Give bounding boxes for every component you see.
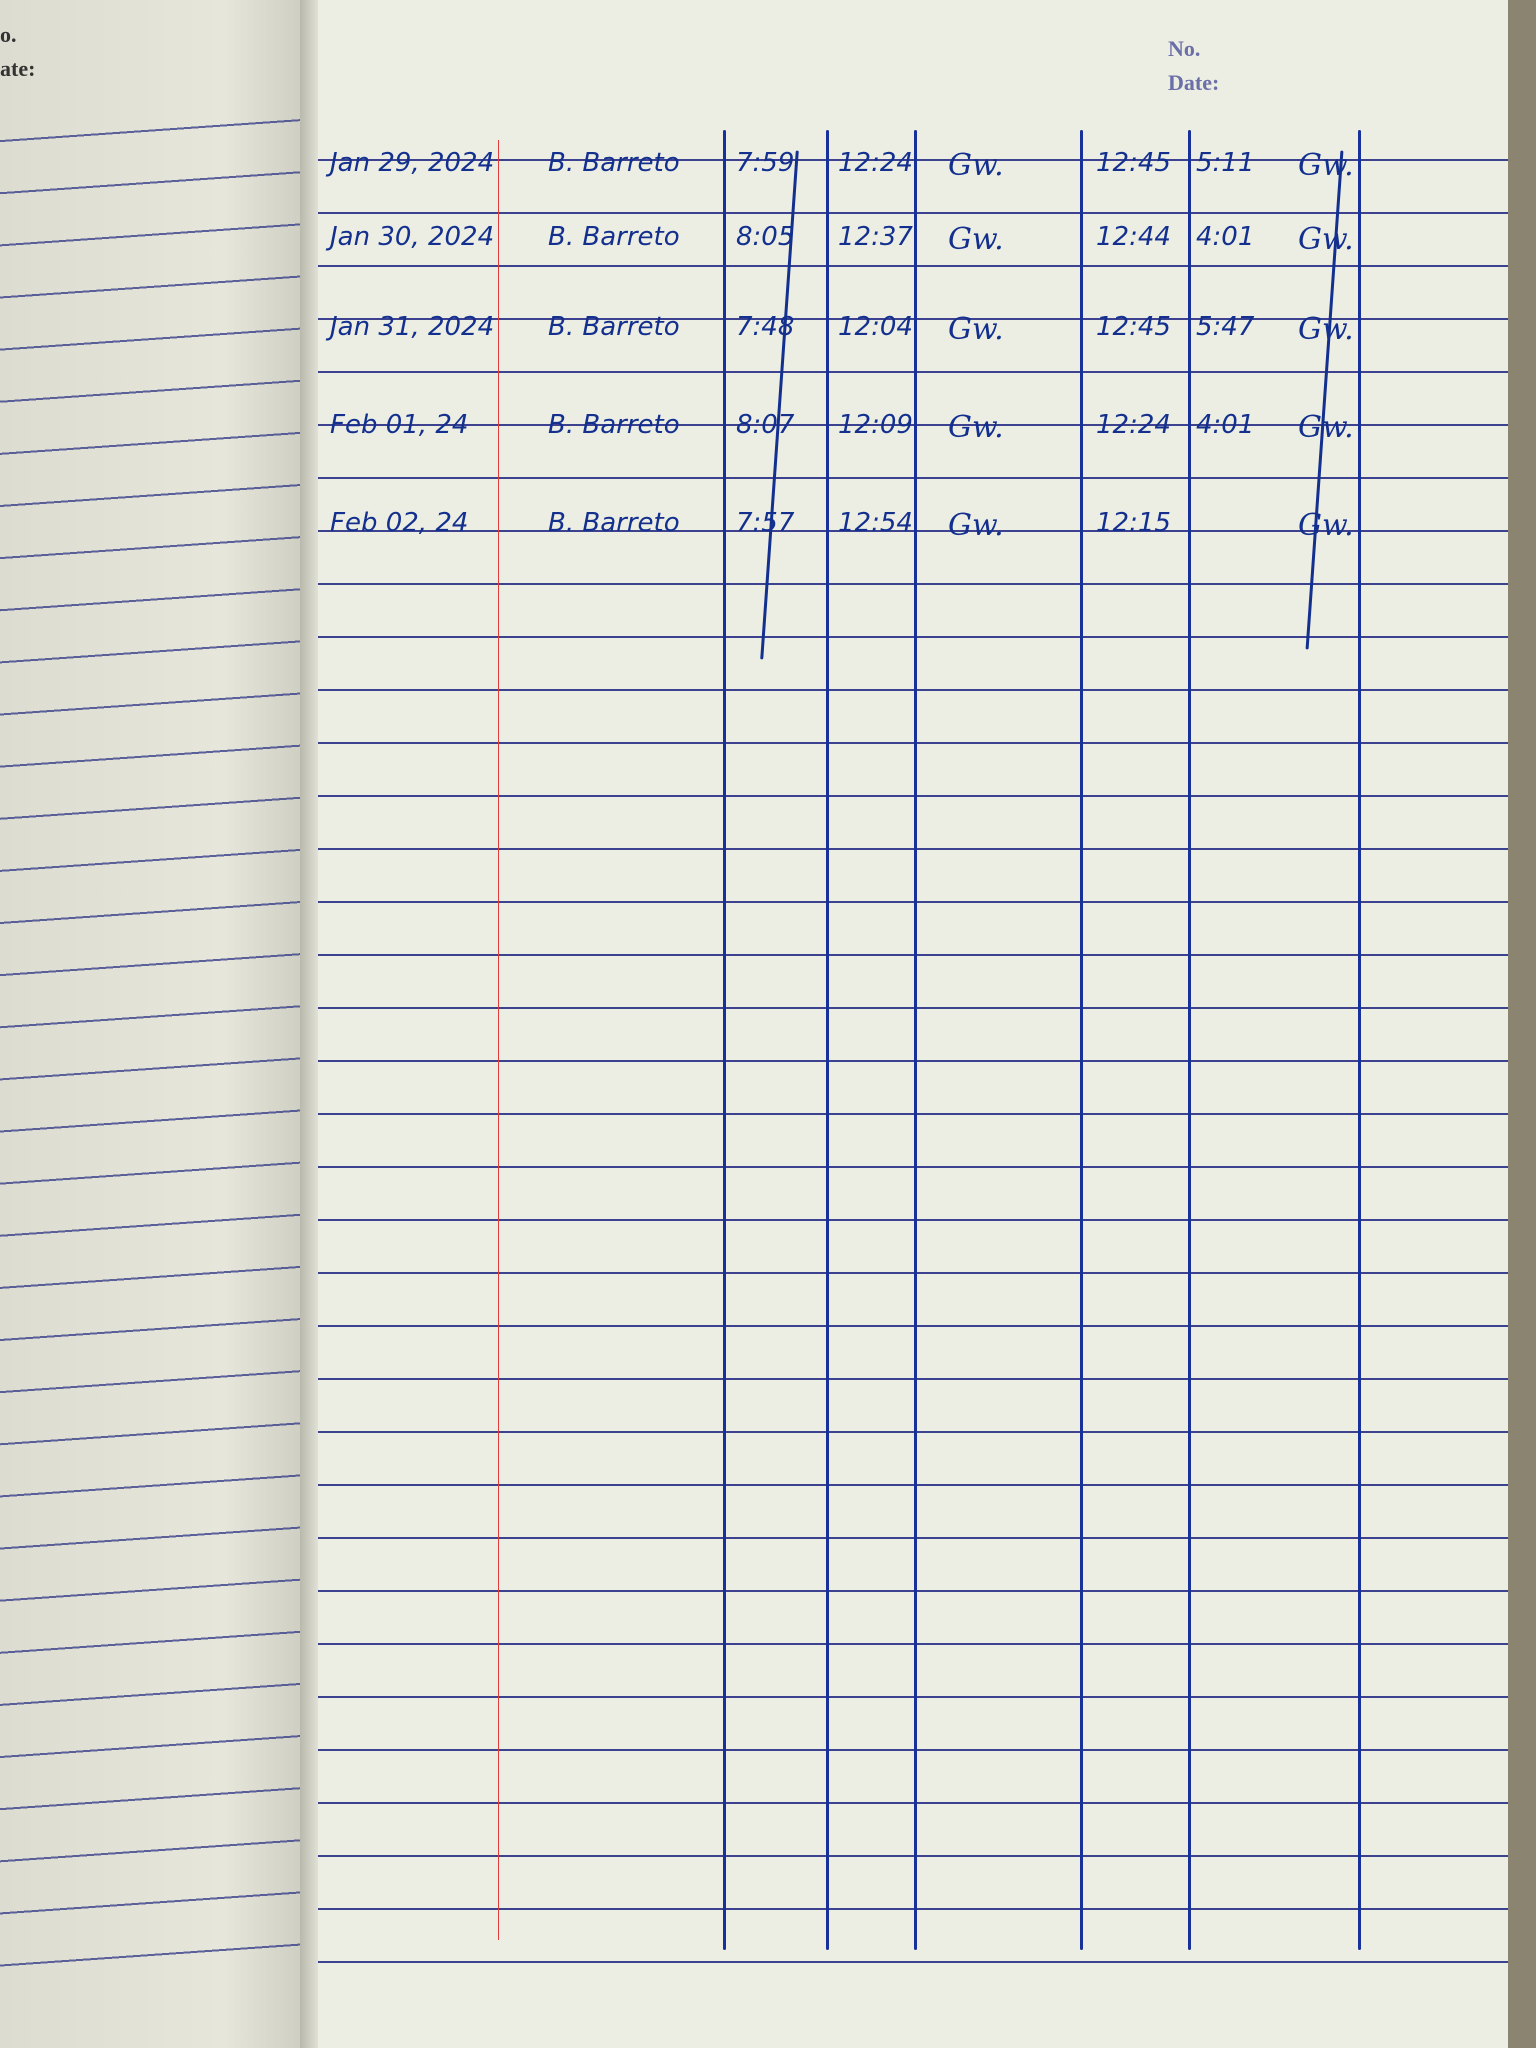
date-cell: Jan 30, 2024 <box>330 222 495 252</box>
signature-pm-cell: Gw. <box>1298 222 1354 257</box>
name-cell: B. Barreto <box>548 312 680 342</box>
time-in-pm-cell: 12:44 <box>1096 222 1171 252</box>
date-cell: Jan 31, 2024 <box>330 312 495 342</box>
name-cell: B. Barreto <box>548 148 680 178</box>
time-out-am-cell: 12:04 <box>838 312 913 342</box>
time-out-am-cell: 12:09 <box>838 410 913 440</box>
name-cell: B. Barreto <box>548 222 680 252</box>
time-in-am-cell: 8:07 <box>736 410 795 440</box>
name-cell: B. Barreto <box>548 508 680 538</box>
time-in-pm-cell: 12:15 <box>1096 508 1171 538</box>
time-in-pm-cell: 12:45 <box>1096 148 1171 178</box>
signature-pm-cell: Gw. <box>1298 410 1354 445</box>
time-out-am-cell: 12:37 <box>838 222 913 252</box>
date-cell: Jan 29, 2024 <box>330 148 495 178</box>
time-in-pm-cell: 12:45 <box>1096 312 1171 342</box>
column-divider <box>1080 130 1083 1950</box>
signature-pm-cell: Gw. <box>1298 508 1354 543</box>
signature-am-cell: Gw. <box>948 312 1004 347</box>
time-in-am-cell: 8:05 <box>736 222 795 252</box>
column-divider <box>723 130 726 1950</box>
time-in-am-cell: 7:59 <box>736 148 795 178</box>
time-out-pm-cell: 4:01 <box>1196 410 1255 440</box>
left-page-ruling <box>0 90 310 1990</box>
signature-pm-cell: Gw. <box>1298 148 1354 183</box>
date-cell: Feb 02, 24 <box>330 508 469 538</box>
right-notebook-page: No. Date: Jan 29, 2024 B. Barreto 7:59 12:2… <box>318 0 1508 2048</box>
signature-pm-cell: Gw. <box>1298 312 1354 347</box>
column-divider <box>914 130 917 1950</box>
left-header-no: o. <box>0 22 17 47</box>
time-in-am-cell: 7:48 <box>736 312 795 342</box>
header-no: No. <box>1168 36 1201 61</box>
time-out-pm-cell: 5:47 <box>1196 312 1255 342</box>
name-cell: B. Barreto <box>548 410 680 440</box>
signature-am-cell: Gw. <box>948 508 1004 543</box>
column-divider <box>826 130 829 1950</box>
time-in-am-cell: 7:57 <box>736 508 795 538</box>
time-out-pm-cell: 5:11 <box>1196 148 1255 178</box>
page-ruling <box>318 108 1508 1978</box>
signature-am-cell: Gw. <box>948 410 1004 445</box>
time-in-pm-cell: 12:24 <box>1096 410 1171 440</box>
left-notebook-page: o. ate: <box>0 0 320 2048</box>
column-divider <box>1188 130 1191 1950</box>
time-out-am-cell: 12:24 <box>838 148 913 178</box>
header-date: Date: <box>1168 70 1220 95</box>
time-out-am-cell: 12:54 <box>838 508 913 538</box>
time-out-pm-cell: 4:01 <box>1196 222 1255 252</box>
signature-am-cell: Gw. <box>948 222 1004 257</box>
signature-am-cell: Gw. <box>948 148 1004 183</box>
column-divider <box>1358 130 1361 1950</box>
date-cell: Feb 01, 24 <box>330 410 469 440</box>
left-header-date: ate: <box>0 56 36 81</box>
red-margin-line <box>498 140 499 1940</box>
